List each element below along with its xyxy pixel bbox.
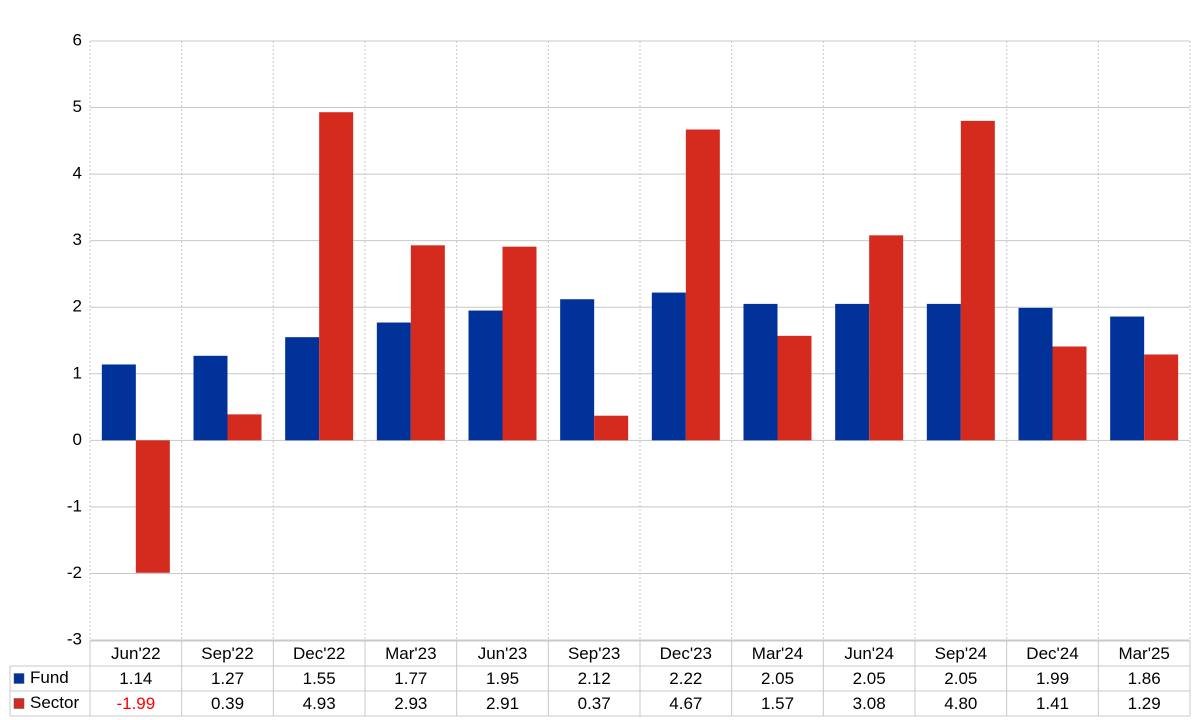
y-tick-label: 5 [73, 97, 82, 116]
bar [227, 414, 262, 441]
table-value: -1.99 [116, 694, 155, 713]
bar [651, 292, 686, 441]
y-tick-label: 4 [73, 164, 82, 183]
x-tick-label: Jun'22 [111, 644, 161, 663]
table-value: 1.86 [1128, 669, 1161, 688]
x-tick-label: Mar'23 [385, 644, 436, 663]
table-value: 2.05 [853, 669, 886, 688]
y-tick-label: 1 [73, 363, 82, 382]
table-value: 1.29 [1128, 694, 1161, 713]
bar [594, 415, 629, 441]
table-value: 1.27 [211, 669, 244, 688]
table-value: 1.14 [119, 669, 152, 688]
y-tick-label: 6 [73, 30, 82, 49]
legend-label: Fund [30, 668, 69, 687]
table-value: 2.05 [761, 669, 794, 688]
table-value: 0.39 [211, 694, 244, 713]
legend-label: Sector [30, 693, 79, 712]
bar [1018, 307, 1053, 441]
bar [135, 440, 170, 573]
bar [926, 303, 961, 441]
table-value: 2.05 [944, 669, 977, 688]
bar [1144, 354, 1179, 441]
bar [960, 120, 995, 441]
bar [410, 245, 445, 441]
table-value: 1.77 [394, 669, 427, 688]
bar [560, 299, 595, 441]
x-tick-label: Mar'25 [1118, 644, 1169, 663]
table-value: 3.08 [853, 694, 886, 713]
y-tick-label: -1 [67, 496, 82, 515]
x-tick-label: Sep'23 [568, 644, 620, 663]
y-tick-label: -2 [67, 563, 82, 582]
table-value: 1.57 [761, 694, 794, 713]
y-tick-label: 0 [73, 430, 82, 449]
bar [685, 129, 720, 441]
table-value: 4.80 [944, 694, 977, 713]
table-value: 2.93 [394, 694, 427, 713]
x-tick-label: Sep'24 [935, 644, 987, 663]
bar [101, 364, 136, 441]
table-value: 1.41 [1036, 694, 1069, 713]
bar [869, 235, 904, 441]
x-tick-label: Jun'23 [478, 644, 528, 663]
y-tick-label: -3 [67, 629, 82, 648]
x-tick-label: Dec'23 [660, 644, 712, 663]
bar [835, 303, 870, 441]
legend-swatch [13, 698, 25, 709]
bar [777, 335, 812, 441]
bar [285, 337, 320, 441]
bar [319, 112, 354, 441]
y-tick-label: 2 [73, 297, 82, 316]
bar [1052, 346, 1087, 441]
table-value: 2.12 [578, 669, 611, 688]
x-tick-label: Mar'24 [752, 644, 803, 663]
bar [743, 303, 778, 441]
table-value: 1.95 [486, 669, 519, 688]
table-value: 4.93 [303, 694, 336, 713]
y-tick-label: 3 [73, 230, 82, 249]
bar [468, 310, 503, 441]
table-value: 1.55 [303, 669, 336, 688]
table-value: 2.91 [486, 694, 519, 713]
bar [193, 355, 228, 441]
bar [502, 246, 537, 441]
table-value: 1.99 [1036, 669, 1069, 688]
x-tick-label: Dec'24 [1026, 644, 1078, 663]
x-tick-label: Sep'22 [201, 644, 253, 663]
table-value: 2.22 [669, 669, 702, 688]
table-value: 4.67 [669, 694, 702, 713]
x-tick-label: Dec'22 [293, 644, 345, 663]
table-value: 0.37 [578, 694, 611, 713]
bar [1110, 316, 1145, 441]
legend-swatch [13, 673, 25, 684]
bar [376, 322, 411, 441]
x-tick-label: Jun'24 [844, 644, 894, 663]
